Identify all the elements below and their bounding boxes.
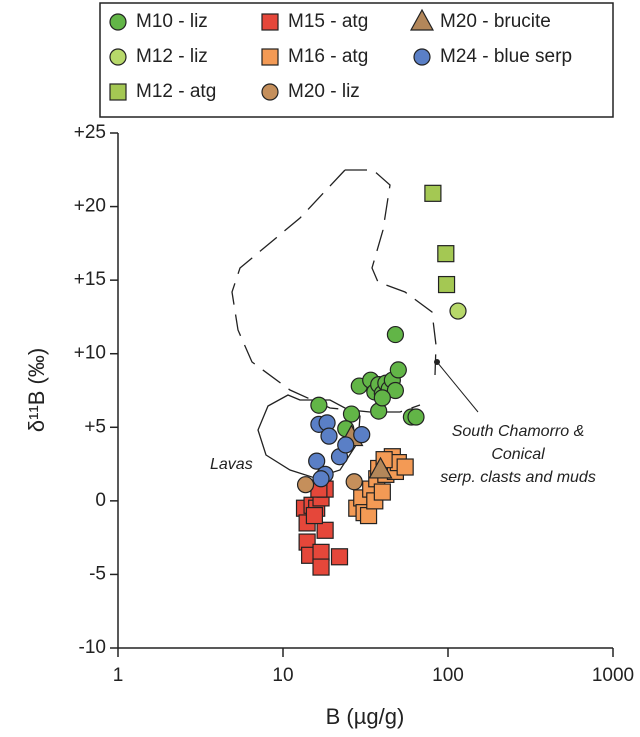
data-point (359, 506, 378, 525)
leader-dot (434, 359, 440, 365)
data-point (373, 389, 391, 407)
data-point (312, 470, 330, 488)
x-axis-label: B (µg/g) (326, 704, 405, 729)
legend-label: M16 - atg (288, 46, 368, 67)
y-axis-label: δ¹¹B (‰) (24, 348, 49, 432)
legend-marker (261, 83, 279, 101)
legend-marker (109, 83, 127, 101)
legend-marker (109, 13, 127, 31)
data-point (312, 543, 330, 561)
x-tick-label: 1000 (592, 665, 634, 686)
legend-marker (109, 48, 127, 66)
legend-marker (413, 48, 431, 66)
legend-marker (261, 13, 279, 31)
y-tick-label: +25 (74, 122, 106, 143)
legend-label: M15 - atg (288, 11, 368, 32)
x-tick-label: 1 (113, 665, 124, 686)
y-tick-label: -5 (89, 563, 106, 584)
data-point (373, 483, 391, 501)
data-point (330, 548, 349, 566)
y-tick-label: +5 (84, 416, 106, 437)
y-tick-label: +10 (74, 343, 106, 364)
legend-label: M12 - liz (136, 46, 208, 67)
data-point (308, 452, 326, 470)
serp-outline (231, 169, 437, 413)
y-tick-label: +15 (74, 269, 106, 290)
data-point (296, 476, 315, 494)
y-tick-label: 0 (95, 490, 106, 511)
data-point (305, 506, 324, 525)
legend-box (99, 2, 614, 118)
x-tick-label: 100 (432, 665, 464, 686)
data-point (337, 436, 355, 454)
data-point (345, 473, 363, 491)
data-point (353, 426, 371, 444)
legend-label: M10 - liz (136, 11, 208, 32)
data-point (437, 245, 455, 263)
data-point (396, 458, 414, 476)
data-point (389, 361, 407, 379)
data-point (310, 396, 328, 414)
data-point (386, 381, 405, 400)
data-point (342, 405, 361, 423)
legend-label: M12 - atg (136, 81, 216, 102)
data-point (407, 408, 425, 426)
data-point (368, 456, 393, 479)
data-point (386, 325, 405, 344)
y-tick-label: -10 (79, 637, 106, 658)
annotation: South Chamorro & (452, 423, 585, 440)
legend-label: M24 - blue serp (440, 46, 572, 67)
data-point (424, 184, 442, 202)
data-point (312, 558, 330, 576)
x-tick-label: 10 (272, 665, 293, 686)
y-tick-label: +20 (74, 196, 106, 217)
data-point (449, 302, 467, 320)
legend-marker (409, 8, 435, 31)
data-point (316, 521, 334, 539)
annotation: serp. clasts and muds (440, 469, 596, 486)
legend-marker (261, 48, 279, 66)
leader-line (436, 361, 479, 413)
legend-label: M20 - liz (288, 81, 360, 102)
data-point (320, 427, 338, 445)
annotation: Conical (491, 446, 545, 463)
legend-label: M20 - brucite (440, 11, 551, 32)
data-point (437, 275, 456, 294)
annotation: Lavas (210, 456, 253, 473)
